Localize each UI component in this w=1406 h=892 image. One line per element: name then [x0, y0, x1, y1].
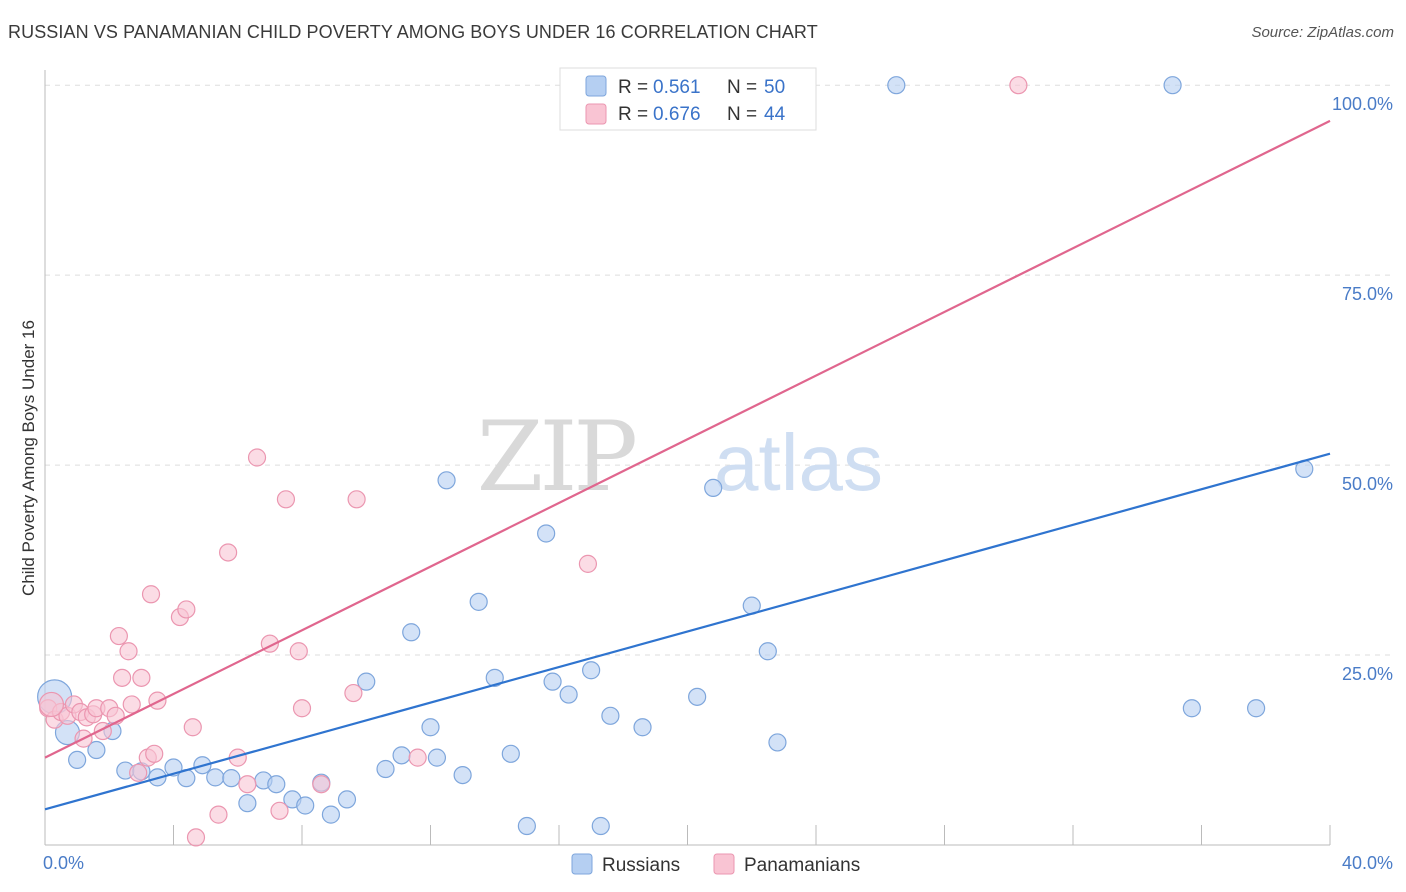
panamanian-point-19	[141, 585, 161, 604]
russian-point-22	[392, 746, 411, 765]
russian-point-20	[357, 672, 376, 691]
russian-point-35	[582, 661, 601, 680]
russians-series	[37, 76, 1314, 836]
russian-point-10	[206, 768, 225, 787]
panamanian-point-35	[292, 699, 312, 718]
russian-point-42	[758, 642, 777, 661]
panamanian-point-23	[177, 600, 196, 619]
legend-russians-n-label: N =	[727, 77, 757, 98]
legend-panamanians-n-label: N =	[727, 104, 757, 125]
russian-point-37	[601, 706, 620, 725]
legend-russians-n-value: 50	[764, 77, 785, 98]
russian-point-49	[68, 750, 87, 770]
panamanian-point-40	[578, 554, 598, 573]
russian-point-31	[517, 816, 536, 836]
russian-point-47	[1247, 699, 1266, 718]
russian-point-18	[321, 805, 341, 824]
panamanian-point-32	[270, 801, 289, 820]
legend-bottom-russians-swatch	[571, 853, 593, 875]
russian-point-2	[87, 740, 106, 760]
panamanian-point-15	[122, 695, 141, 714]
watermark-atlas: atlas	[714, 418, 883, 507]
russian-point-28	[469, 592, 488, 611]
russian-point-33	[543, 672, 562, 691]
panamanian-point-24	[183, 718, 202, 737]
x-tick-label-0: 0.0%	[43, 853, 84, 873]
panamanian-point-12	[109, 626, 128, 646]
russian-point-25	[427, 748, 447, 767]
legend-bottom-panamanians-label: Panamanians	[744, 855, 860, 876]
russian-point-21	[376, 759, 395, 779]
russian-point-12	[238, 794, 257, 813]
russian-point-24	[421, 718, 440, 737]
russian-point-23	[402, 623, 421, 642]
y-tick-label-3: 100.0%	[1332, 94, 1393, 114]
panamanian-point-26	[209, 805, 228, 824]
panamanian-point-41	[1009, 76, 1028, 95]
axes	[44, 70, 1331, 846]
russian-point-45	[1163, 76, 1182, 95]
legend-russians-r-value: 0.561	[653, 77, 701, 98]
panamanian-point-14	[119, 642, 138, 661]
panamanian-point-29	[238, 775, 257, 794]
panamanian-point-43	[38, 691, 65, 718]
russian-point-38	[633, 718, 652, 737]
russians-trend-line	[44, 452, 1331, 811]
panamanian-point-30	[247, 448, 267, 467]
russian-point-19	[337, 790, 357, 809]
russian-point-44	[887, 76, 906, 95]
russian-point-14	[267, 775, 286, 794]
y-tick-label-2: 75.0%	[1342, 284, 1393, 304]
russian-point-36	[591, 816, 610, 836]
russian-point-11	[222, 769, 241, 788]
russian-point-32	[537, 524, 556, 543]
panamanian-point-16	[129, 763, 148, 782]
legend-bottom-russians-label: Russians	[602, 855, 680, 876]
russian-point-30	[501, 744, 520, 763]
legend-stats: R = 0.561 N = 50 R = 0.676 N = 44	[559, 67, 817, 131]
russian-point-46	[1182, 699, 1201, 718]
trend-lines	[44, 119, 1331, 811]
panamanian-point-37	[347, 490, 366, 509]
legend-panamanians-swatch	[585, 103, 607, 125]
legend-panamanians-r-value: 0.676	[653, 104, 701, 125]
panamanian-point-25	[186, 828, 206, 847]
legend-bottom-panamanians-swatch	[713, 853, 735, 875]
russian-point-34	[559, 685, 578, 704]
panamanians-trend-line	[44, 119, 1331, 759]
russian-point-16	[296, 796, 315, 815]
panamanian-point-36	[312, 775, 331, 794]
panamanian-point-17	[132, 668, 151, 687]
panamanian-point-39	[408, 748, 427, 767]
panamanian-point-21	[148, 691, 167, 710]
russian-point-43	[768, 733, 787, 752]
legend-russians-swatch	[585, 75, 607, 97]
chart-title: RUSSIAN VS PANAMANIAN CHILD POVERTY AMON…	[8, 22, 818, 42]
legend-series: Russians Panamanians	[571, 853, 860, 876]
watermark-zip: ZIP	[477, 401, 636, 513]
russian-point-26	[437, 471, 456, 490]
legend-panamanians-n-value: 44	[764, 104, 786, 125]
tick-labels: 25.0% 50.0% 75.0% 100.0% 0.0% 40.0%	[43, 94, 1393, 873]
y-tick-label-0: 25.0%	[1342, 664, 1393, 684]
panamanian-point-20	[145, 744, 164, 763]
watermark: ZIP atlas	[477, 401, 883, 513]
panamanian-point-34	[289, 642, 308, 661]
legend-panamanians-r-label: R =	[618, 104, 648, 125]
panamanian-point-27	[219, 543, 238, 562]
source-label: Source: ZipAtlas.com	[1251, 24, 1394, 41]
x-tick-label-1: 40.0%	[1342, 853, 1393, 873]
y-axis-label: Child Poverty Among Boys Under 16	[19, 320, 38, 596]
russian-point-27	[453, 765, 472, 785]
legend-russians-r-label: R =	[618, 77, 648, 98]
panamanian-point-38	[344, 683, 363, 703]
grid	[45, 84, 1392, 656]
russian-point-39	[688, 687, 707, 706]
y-tick-label-1: 50.0%	[1342, 474, 1393, 494]
panamanian-point-13	[112, 668, 132, 687]
russian-point-29	[485, 668, 504, 687]
russian-point-40	[704, 478, 723, 497]
panamanian-point-33	[276, 490, 296, 509]
